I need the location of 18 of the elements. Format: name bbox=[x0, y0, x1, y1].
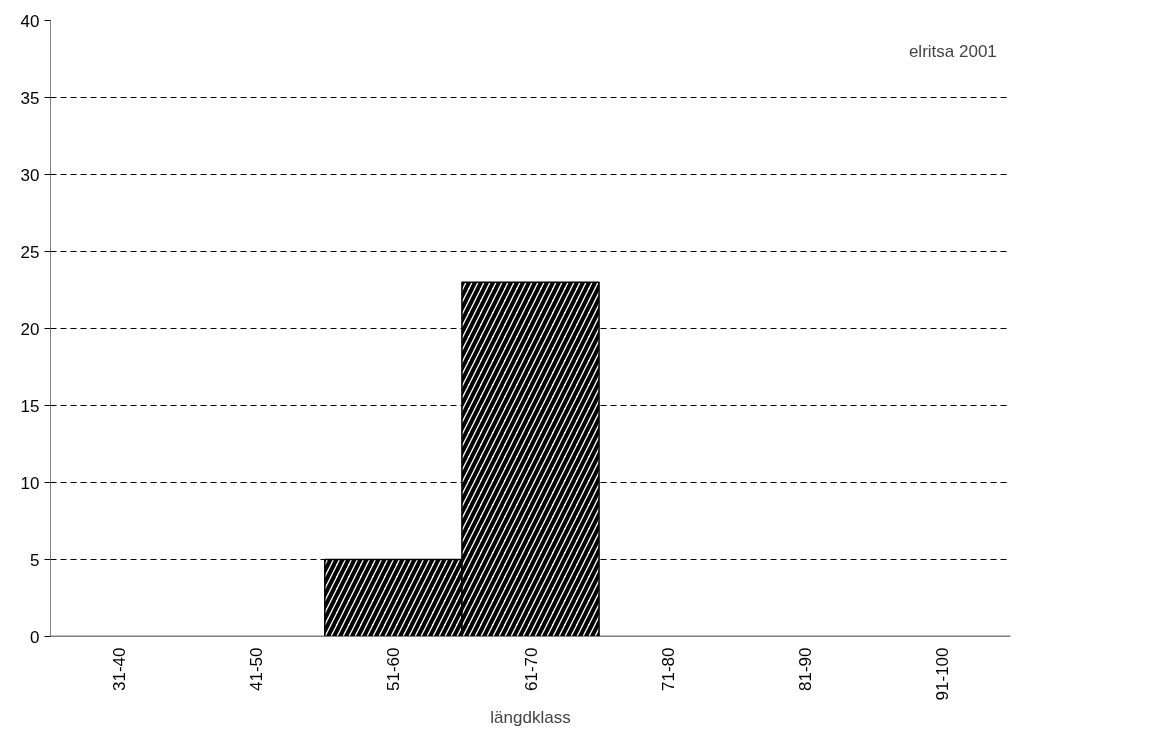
annotation: elritsa 2001 bbox=[908, 41, 997, 61]
y-tick-label: 40 bbox=[20, 11, 40, 31]
x-tick-label: 81-90 bbox=[795, 647, 815, 691]
x-axis-title: längdklass bbox=[490, 708, 571, 728]
x-tick-label: 61-70 bbox=[521, 647, 541, 691]
y-tick-label: 10 bbox=[20, 473, 40, 493]
y-tick-label: 30 bbox=[20, 165, 40, 185]
y-tick-label: 15 bbox=[20, 396, 40, 416]
y-tick-label: 0 bbox=[30, 627, 40, 647]
y-tick-label: 20 bbox=[20, 319, 40, 339]
x-tick-label: 41-50 bbox=[247, 647, 267, 691]
x-tick-label: 71-80 bbox=[658, 647, 678, 691]
x-tick-label: 51-60 bbox=[384, 647, 404, 691]
x-tick-label: 91-100 bbox=[932, 647, 952, 701]
y-tick-label: 25 bbox=[20, 242, 40, 262]
x-tick-label: 31-40 bbox=[110, 647, 130, 691]
y-tick-label: 5 bbox=[30, 550, 40, 570]
y-tick-label: 35 bbox=[20, 88, 40, 108]
